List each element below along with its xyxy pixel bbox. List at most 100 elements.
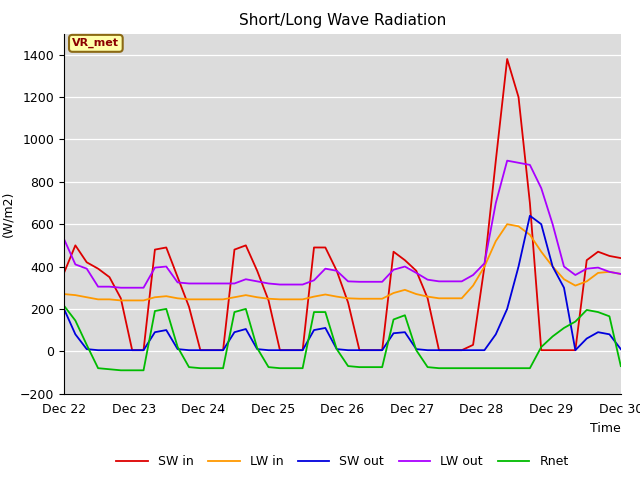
SW out: [94, 348, 102, 353]
LW out: [276, 282, 284, 288]
LW in: [424, 294, 431, 300]
LW in: [560, 276, 568, 282]
SW out: [208, 348, 216, 353]
Rnet: [594, 309, 602, 315]
SW out: [526, 213, 534, 218]
LW out: [253, 278, 261, 284]
Rnet: [174, 344, 182, 350]
SW in: [287, 348, 295, 353]
SW out: [196, 348, 204, 353]
SW out: [72, 331, 79, 337]
Rnet: [72, 318, 79, 324]
SW out: [572, 348, 579, 353]
SW out: [424, 348, 431, 353]
Rnet: [538, 344, 545, 350]
LW in: [72, 292, 79, 298]
Rnet: [117, 367, 125, 373]
SW in: [378, 348, 386, 353]
SW in: [344, 300, 352, 305]
SW out: [515, 264, 522, 269]
LW out: [94, 284, 102, 289]
LW out: [503, 158, 511, 164]
LW in: [185, 297, 193, 302]
LW in: [617, 271, 625, 277]
LW in: [435, 295, 443, 301]
SW in: [129, 348, 136, 353]
Rnet: [503, 365, 511, 371]
SW in: [424, 295, 431, 301]
Rnet: [526, 365, 534, 371]
SW in: [469, 342, 477, 348]
LW in: [526, 232, 534, 238]
Rnet: [60, 303, 68, 309]
LW out: [401, 264, 409, 269]
Rnet: [469, 365, 477, 371]
SW in: [412, 268, 420, 274]
Text: Time: Time: [590, 422, 621, 435]
LW out: [390, 267, 397, 273]
LW out: [367, 279, 374, 285]
SW out: [287, 348, 295, 353]
LW out: [220, 281, 227, 287]
Rnet: [412, 348, 420, 353]
Rnet: [548, 334, 556, 339]
SW out: [560, 285, 568, 290]
Rnet: [458, 365, 465, 371]
SW in: [151, 247, 159, 252]
LW out: [492, 200, 500, 206]
LW in: [220, 297, 227, 302]
LW in: [458, 295, 465, 301]
SW out: [412, 346, 420, 352]
LW out: [129, 285, 136, 290]
LW in: [253, 294, 261, 300]
SW in: [481, 264, 488, 269]
LW in: [208, 297, 216, 302]
SW out: [333, 346, 340, 352]
SW in: [605, 253, 613, 259]
Line: SW out: SW out: [64, 216, 621, 350]
SW in: [299, 348, 307, 353]
Y-axis label: (W/m2): (W/m2): [1, 191, 14, 237]
LW in: [412, 291, 420, 297]
SW in: [333, 268, 340, 274]
SW in: [276, 348, 284, 353]
Rnet: [185, 364, 193, 370]
SW out: [60, 306, 68, 312]
Rnet: [492, 365, 500, 371]
LW in: [390, 290, 397, 296]
Line: SW in: SW in: [64, 59, 621, 350]
LW in: [310, 294, 318, 300]
SW out: [129, 348, 136, 353]
LW out: [163, 264, 170, 269]
LW in: [538, 249, 545, 254]
LW out: [481, 261, 488, 266]
Rnet: [572, 319, 579, 324]
Rnet: [94, 365, 102, 371]
SW out: [276, 348, 284, 353]
Rnet: [196, 365, 204, 371]
SW out: [617, 346, 625, 352]
Rnet: [299, 365, 307, 371]
LW out: [572, 272, 579, 278]
LW in: [117, 298, 125, 303]
Rnet: [583, 307, 591, 313]
LW in: [60, 291, 68, 297]
LW out: [469, 272, 477, 278]
LW in: [378, 296, 386, 301]
LW in: [140, 298, 147, 303]
Rnet: [163, 306, 170, 312]
Rnet: [208, 365, 216, 371]
SW in: [140, 348, 147, 353]
SW in: [526, 200, 534, 206]
LW out: [83, 266, 91, 272]
SW out: [458, 348, 465, 353]
LW in: [106, 297, 113, 302]
LW in: [481, 264, 488, 269]
Rnet: [276, 365, 284, 371]
LW in: [129, 298, 136, 303]
SW out: [117, 348, 125, 353]
Line: Rnet: Rnet: [64, 306, 621, 370]
SW out: [140, 348, 147, 353]
Rnet: [378, 364, 386, 370]
Rnet: [140, 367, 147, 373]
